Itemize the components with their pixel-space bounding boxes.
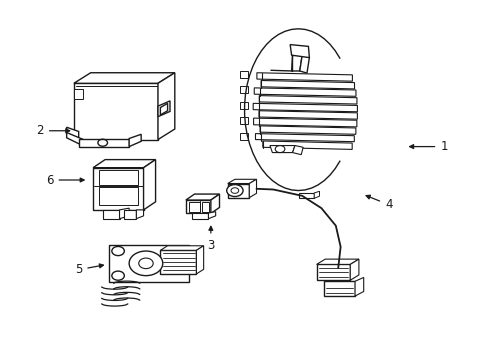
Polygon shape bbox=[124, 210, 136, 219]
Polygon shape bbox=[93, 159, 155, 168]
Polygon shape bbox=[292, 145, 303, 155]
Polygon shape bbox=[136, 210, 143, 219]
Polygon shape bbox=[66, 132, 83, 145]
Polygon shape bbox=[239, 102, 248, 109]
Text: 3: 3 bbox=[207, 226, 214, 252]
Polygon shape bbox=[143, 159, 155, 210]
Polygon shape bbox=[316, 264, 349, 280]
Polygon shape bbox=[259, 111, 357, 119]
Polygon shape bbox=[79, 139, 129, 147]
Polygon shape bbox=[102, 210, 119, 219]
Polygon shape bbox=[256, 73, 352, 81]
Polygon shape bbox=[202, 202, 208, 212]
Polygon shape bbox=[314, 191, 319, 198]
Text: 1: 1 bbox=[409, 140, 447, 153]
Text: 6: 6 bbox=[46, 174, 84, 186]
Polygon shape bbox=[323, 281, 354, 296]
Polygon shape bbox=[160, 246, 203, 250]
Polygon shape bbox=[254, 88, 355, 96]
Polygon shape bbox=[253, 118, 356, 127]
Circle shape bbox=[226, 185, 243, 197]
Polygon shape bbox=[99, 187, 138, 204]
Polygon shape bbox=[291, 55, 302, 71]
Polygon shape bbox=[160, 250, 196, 274]
Polygon shape bbox=[349, 259, 358, 280]
Polygon shape bbox=[227, 184, 249, 198]
Polygon shape bbox=[239, 117, 248, 125]
Polygon shape bbox=[255, 134, 354, 142]
Polygon shape bbox=[239, 133, 248, 140]
Polygon shape bbox=[185, 200, 210, 213]
Polygon shape bbox=[66, 127, 79, 142]
Circle shape bbox=[112, 247, 124, 256]
Polygon shape bbox=[259, 96, 356, 104]
Polygon shape bbox=[299, 193, 314, 198]
Polygon shape bbox=[262, 141, 351, 149]
Polygon shape bbox=[74, 89, 82, 99]
Polygon shape bbox=[239, 86, 248, 94]
Polygon shape bbox=[249, 179, 256, 198]
Polygon shape bbox=[158, 73, 174, 140]
Polygon shape bbox=[316, 259, 358, 264]
Polygon shape bbox=[191, 213, 208, 219]
Text: 4: 4 bbox=[366, 195, 392, 211]
Polygon shape bbox=[99, 170, 138, 185]
Polygon shape bbox=[354, 278, 363, 296]
Polygon shape bbox=[196, 246, 203, 274]
Polygon shape bbox=[93, 168, 143, 210]
Polygon shape bbox=[129, 134, 141, 147]
Polygon shape bbox=[185, 194, 219, 200]
Text: 5: 5 bbox=[75, 263, 103, 276]
Polygon shape bbox=[119, 208, 129, 219]
Polygon shape bbox=[208, 212, 215, 219]
Polygon shape bbox=[74, 73, 174, 83]
Polygon shape bbox=[160, 103, 167, 115]
Polygon shape bbox=[227, 179, 256, 184]
Polygon shape bbox=[289, 45, 309, 58]
Polygon shape bbox=[260, 126, 355, 134]
Polygon shape bbox=[74, 83, 158, 140]
Circle shape bbox=[112, 271, 124, 280]
Polygon shape bbox=[188, 202, 200, 212]
Polygon shape bbox=[299, 55, 309, 73]
Polygon shape bbox=[109, 245, 189, 282]
Polygon shape bbox=[158, 101, 170, 117]
Polygon shape bbox=[210, 194, 219, 213]
Circle shape bbox=[129, 251, 163, 276]
Polygon shape bbox=[239, 71, 248, 78]
Polygon shape bbox=[261, 81, 354, 89]
Polygon shape bbox=[253, 103, 357, 112]
Text: 2: 2 bbox=[37, 124, 70, 137]
Polygon shape bbox=[269, 145, 294, 153]
